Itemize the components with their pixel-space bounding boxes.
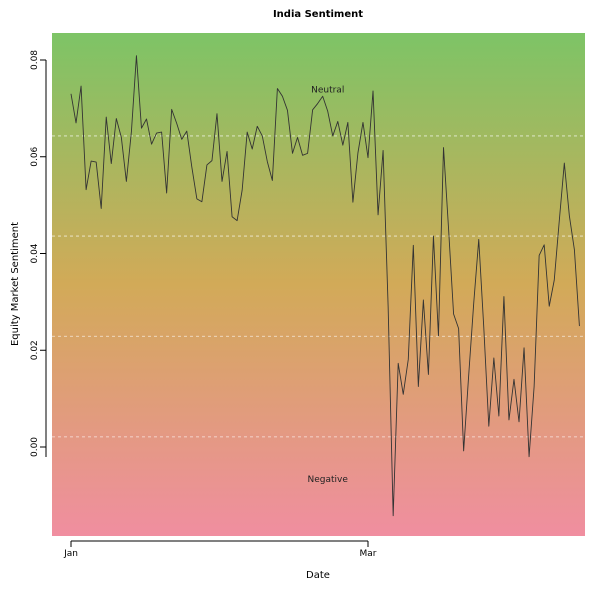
annotations: Neutral Negative — [308, 85, 349, 484]
y-axis-label: Equity Market Sentiment — [10, 222, 21, 346]
annotation-negative: Negative — [308, 475, 349, 485]
x-ticks: Jan Mar — [63, 541, 377, 559]
x-tick-label: Jan — [63, 549, 78, 559]
gridlines — [52, 135, 585, 438]
plot-background — [52, 33, 585, 536]
y-tick-label: 0.02 — [30, 340, 40, 360]
x-axis-label: Date — [306, 570, 330, 581]
x-tick-label: Mar — [360, 549, 377, 559]
x-axis: Jan Mar — [63, 540, 377, 559]
annotation-neutral: Neutral — [311, 85, 344, 95]
y-tick-label: 0.04 — [30, 243, 40, 263]
chart-title: India Sentiment — [273, 9, 363, 20]
series-lines — [70, 55, 580, 517]
y-axis: 0.00 0.02 0.04 0.06 0.08 — [30, 50, 47, 457]
y-ticks: 0.00 0.02 0.04 0.06 0.08 — [30, 50, 46, 457]
series-line-1 — [70, 55, 580, 517]
y-tick-label: 0.00 — [30, 437, 40, 457]
y-tick-label: 0.08 — [30, 50, 40, 70]
y-tick-label: 0.06 — [30, 146, 40, 166]
